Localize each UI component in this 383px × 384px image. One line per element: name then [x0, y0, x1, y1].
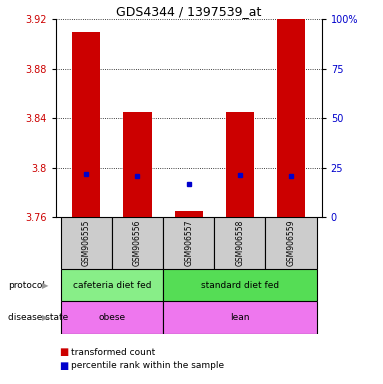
Text: protocol: protocol [8, 281, 45, 290]
Text: ■: ■ [59, 361, 69, 371]
Text: GSM906556: GSM906556 [133, 220, 142, 266]
Bar [163, 269, 317, 301]
Bar [277, 19, 305, 217]
Bar [72, 31, 100, 217]
Bar [163, 301, 317, 334]
Bar [61, 269, 163, 301]
Bar [214, 217, 265, 269]
Text: GSM906555: GSM906555 [82, 220, 91, 266]
Text: GSM906558: GSM906558 [235, 220, 244, 266]
Bar [123, 112, 152, 217]
Bar [61, 217, 112, 269]
Text: cafeteria diet fed: cafeteria diet fed [73, 281, 151, 290]
Text: ▶: ▶ [42, 281, 48, 290]
Text: GSM906557: GSM906557 [184, 220, 193, 266]
Bar [61, 301, 163, 334]
Text: GSM906559: GSM906559 [286, 220, 296, 266]
Title: GDS4344 / 1397539_at: GDS4344 / 1397539_at [116, 5, 261, 18]
Text: disease state: disease state [8, 313, 68, 322]
Bar [265, 217, 317, 269]
Bar [226, 112, 254, 217]
Bar [112, 217, 163, 269]
Text: transformed count: transformed count [71, 348, 155, 357]
Text: ■: ■ [59, 347, 69, 357]
Text: lean: lean [230, 313, 250, 322]
Text: ▶: ▶ [42, 313, 48, 322]
Text: standard diet fed: standard diet fed [201, 281, 279, 290]
Bar [163, 217, 214, 269]
Text: obese: obese [98, 313, 125, 322]
Text: percentile rank within the sample: percentile rank within the sample [71, 361, 224, 370]
Bar [175, 211, 203, 217]
